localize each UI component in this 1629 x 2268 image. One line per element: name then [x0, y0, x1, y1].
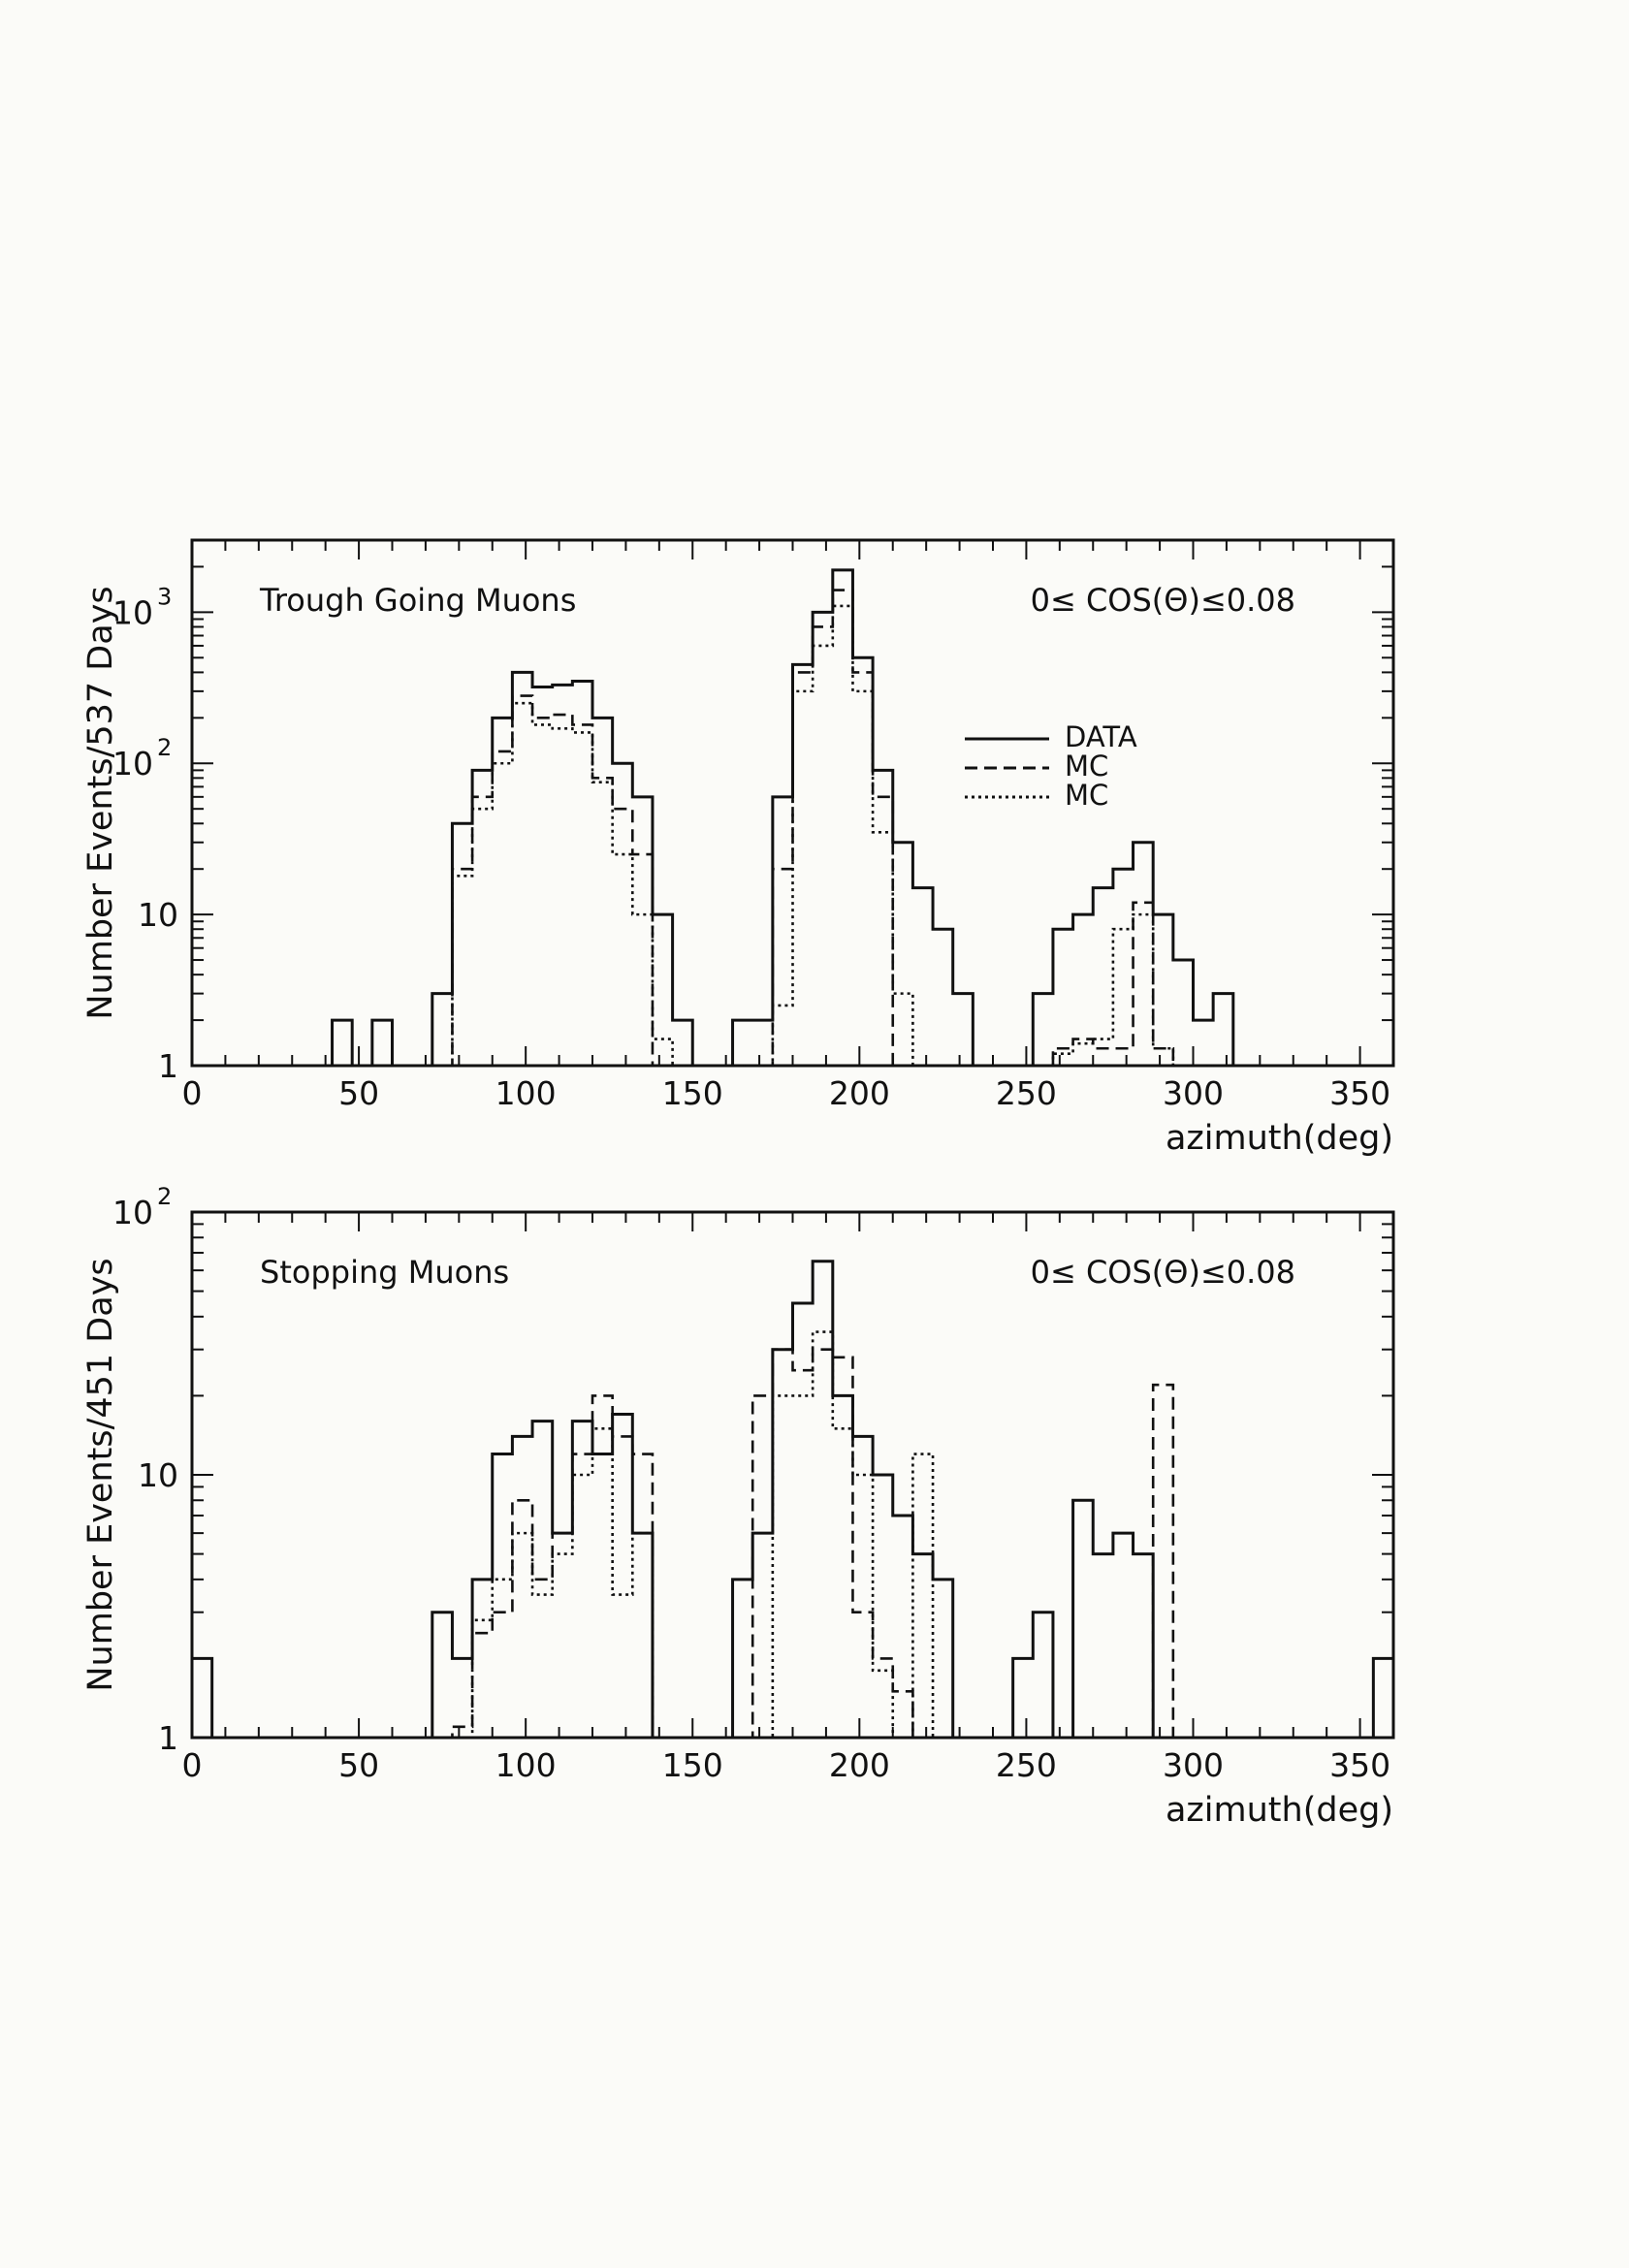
y-tick-label: 10	[112, 593, 153, 631]
y-axis-label: Number Events/451 Days	[81, 1258, 120, 1691]
x-tick-label: 350	[1329, 1746, 1390, 1784]
legend-label: MC	[1065, 779, 1108, 812]
x-tick-label: 150	[662, 1074, 723, 1112]
panel-label: Trough Going Muons	[259, 582, 576, 619]
x-tick-label: 0	[182, 1074, 203, 1112]
legend-label: MC	[1065, 750, 1108, 783]
cut-label: 0≤ COS(Θ)≤0.08	[1031, 1254, 1295, 1291]
y-tick-label: 1	[158, 1047, 178, 1085]
x-axis-label: azimuth(deg)	[1166, 1119, 1393, 1158]
histogram-series-solid	[190, 1260, 1395, 1740]
histogram-series-dashed	[192, 1348, 1393, 1740]
x-tick-label: 200	[829, 1746, 890, 1784]
y-tick-exponent: 2	[157, 1183, 172, 1210]
y-tick-label: 10	[112, 1194, 153, 1231]
x-tick-label: 250	[996, 1074, 1057, 1112]
plot-frame	[190, 1210, 1395, 1740]
x-tick-label: 100	[495, 1074, 557, 1112]
histogram-series-dotted	[192, 604, 1393, 1068]
legend-label: DATA	[1065, 720, 1137, 753]
x-tick-label: 0	[182, 1746, 203, 1784]
y-tick-label: 10	[138, 896, 178, 934]
x-tick-label: 350	[1329, 1074, 1390, 1112]
x-tick-label: 200	[829, 1074, 890, 1112]
histogram-series-dotted	[192, 1330, 1393, 1740]
y-tick-label: 10	[112, 745, 153, 783]
y-tick-label: 10	[138, 1456, 178, 1494]
y-axis-label: Number Events/537 Days	[81, 586, 120, 1019]
x-tick-label: 50	[338, 1746, 379, 1784]
x-axis-label: azimuth(deg)	[1166, 1791, 1393, 1830]
y-tick-label: 1	[158, 1719, 178, 1757]
panel-label: Stopping Muons	[260, 1254, 509, 1291]
x-tick-label: 300	[1163, 1746, 1224, 1784]
x-tick-label: 300	[1163, 1074, 1224, 1112]
histogram-series-solid	[192, 568, 1393, 1068]
cut-label: 0≤ COS(Θ)≤0.08	[1031, 582, 1295, 619]
y-tick-exponent: 3	[157, 583, 172, 610]
y-tick-exponent: 2	[157, 734, 172, 761]
x-tick-label: 150	[662, 1746, 723, 1784]
x-tick-label: 100	[495, 1746, 557, 1784]
x-tick-label: 250	[996, 1746, 1057, 1784]
x-tick-label: 50	[338, 1074, 379, 1112]
